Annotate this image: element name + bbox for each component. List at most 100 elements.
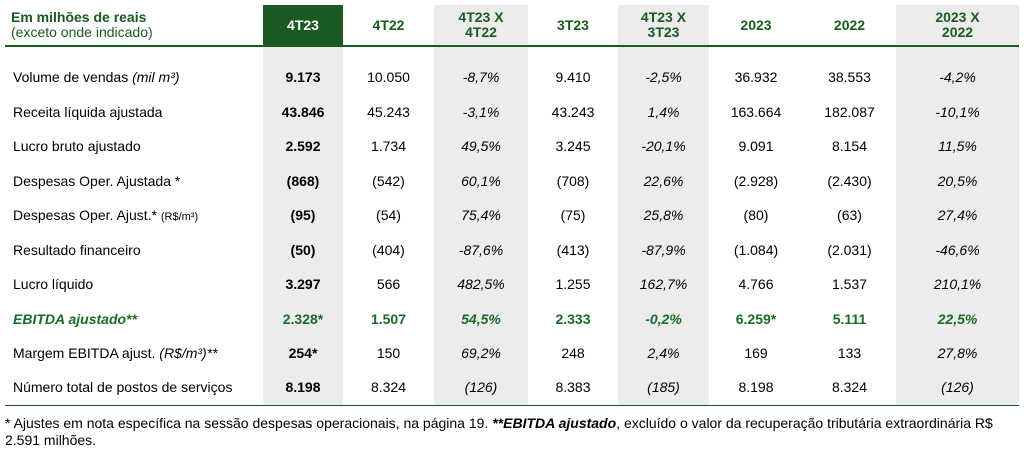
table-row: Despesas Oper. Ajust.* (R$/m³) (95) (54) 75… — [5, 198, 1019, 233]
column-header-2023-x-2022: 2023 X 2022 — [896, 5, 1019, 47]
table-cell: (1.084) — [733, 241, 779, 258]
table-cell: 38.553 — [828, 69, 871, 86]
column-header-label: 3T23 — [557, 16, 589, 33]
column-header-4t23: 4T23 — [263, 5, 343, 47]
table-cell: 2.328* — [263, 301, 343, 336]
table-cell: (63) — [837, 207, 862, 224]
table-cell: 27,4% — [896, 198, 1019, 233]
table-cell: -2,5% — [618, 60, 709, 95]
table-cell: -87,9% — [618, 232, 709, 267]
table-cell: 43.243 — [551, 103, 595, 120]
financial-summary-table: Em milhões de reais (exceto onde indicad… — [5, 5, 1019, 406]
table-cell: 1,4% — [618, 94, 709, 129]
row-label-unit: (mil m³) — [132, 69, 180, 86]
table-cell: 8.154 — [831, 138, 868, 155]
table-cell: (413) — [556, 241, 590, 258]
table-row: Lucro bruto ajustado 2.592 1.734 49,5% 3.245… — [5, 129, 1019, 164]
row-label: Número total de postos de serviços — [5, 370, 263, 406]
row-label-text: Margem EBITDA ajust. — [13, 345, 160, 362]
row-label-unit: (R$/m³) — [160, 211, 199, 224]
table-cell: 3.245 — [555, 138, 591, 155]
row-label-text: Volume de vendas — [13, 69, 133, 86]
table-cell: (2.031) — [827, 241, 872, 258]
table-cell: -8,7% — [434, 60, 528, 95]
table-cell: 1.537 — [831, 276, 868, 293]
table-cell: 22,6% — [618, 163, 709, 198]
table-cell: (126) — [896, 370, 1019, 406]
footnote-part-1: * Ajustes em nota específica na sessão d… — [5, 415, 493, 431]
row-label-text: Lucro bruto ajustado — [13, 138, 141, 155]
table-cell: 1.507 — [370, 310, 407, 327]
table-cell: -4,2% — [896, 60, 1019, 95]
row-label: Resultado financeiro — [5, 233, 263, 268]
footnote-part-3: , excluído o valor da recuperação tribut… — [5, 415, 993, 448]
table-cell: 49,5% — [434, 129, 528, 164]
table-cell: 210,1% — [896, 267, 1019, 302]
table-cell: 27,8% — [896, 336, 1019, 371]
row-label-text: Despesas Oper. Ajustada * — [13, 172, 181, 189]
table-row: Receita líquida ajustada 43.846 45.243 -3,1… — [5, 94, 1019, 130]
table-title: Em milhões de reais — [11, 9, 147, 25]
table-cell: (95) — [263, 198, 343, 233]
table-row: Margem EBITDA ajust. (R$/m³)** 254* 150 69,… — [5, 336, 1019, 371]
table-cell: 169 — [744, 345, 768, 362]
column-header-label: 4T22 — [372, 16, 405, 33]
table-cell: 150 — [376, 345, 401, 362]
table-cell: (50) — [263, 232, 343, 267]
table-cell: 6.259* — [735, 310, 777, 327]
table-cell: 60,1% — [434, 163, 528, 198]
table-title-cell: Em milhões de reais (exceto onde indicad… — [5, 5, 263, 47]
table-cell: (126) — [434, 370, 528, 406]
column-header-label: 4T23 — [287, 16, 319, 33]
table-cell: -87,6% — [434, 232, 528, 267]
table-cell: -46,6% — [896, 232, 1019, 267]
row-label-text: Lucro líquido — [13, 276, 94, 293]
financial-table-container: Em milhões de reais (exceto onde indicad… — [5, 5, 1019, 406]
table-cell: 10.050 — [367, 69, 410, 86]
table-subtitle: (exceto onde indicado) — [11, 24, 153, 40]
table-row: Número total de postos de serviços 8.198 8… — [5, 370, 1019, 406]
table-cell: 248 — [561, 345, 585, 362]
column-header-3t23: 3T23 — [528, 5, 618, 47]
table-row: Volume de vendas (mil m³) 9.173 10.050 -8,7… — [5, 60, 1019, 95]
table-cell: 11,5% — [896, 129, 1019, 164]
header-row: Em milhões de reais (exceto onde indicad… — [5, 5, 1019, 47]
table-cell: 8.324 — [803, 370, 896, 406]
table-cell: 69,2% — [434, 336, 528, 371]
table-cell: (708) — [556, 172, 590, 189]
column-header-label: 4T23 X 3T23 — [640, 9, 687, 40]
column-header-label: 4T23 X 4T22 — [458, 9, 504, 40]
table-cell: 45.243 — [367, 103, 410, 120]
footnote: * Ajustes em nota específica na sessão d… — [5, 415, 1019, 449]
table-cell: 36.932 — [734, 69, 778, 86]
column-header-label: 2023 — [740, 16, 772, 33]
table-cell: 2.333 — [555, 310, 591, 327]
table-cell: 1.255 — [555, 276, 591, 293]
table-cell: 5.111 — [832, 310, 867, 327]
table-cell: 2,4% — [618, 336, 709, 371]
row-label: Receita líquida ajustada — [5, 95, 263, 130]
table-cell: (80) — [743, 207, 769, 224]
table-cell: (404) — [372, 241, 405, 258]
column-header-2023: 2023 — [709, 5, 803, 47]
row-label-text: Receita líquida ajustada — [13, 103, 163, 120]
table-cell: 566 — [376, 276, 401, 293]
table-row: Lucro líquido 3.297 566 482,5% 1.255 162,7% 4.… — [5, 267, 1019, 302]
row-label: EBITDA ajustado** — [5, 302, 263, 337]
table-cell: 254* — [263, 336, 343, 371]
table-cell: (2.430) — [827, 172, 872, 189]
table-cell: 9.173 — [263, 60, 343, 95]
row-label: Lucro bruto ajustado — [5, 129, 263, 164]
row-label: Volume de vendas (mil m³) — [5, 60, 263, 95]
table-cell: (2.928) — [733, 172, 779, 189]
table-cell: -0,2% — [618, 301, 709, 336]
column-header-label: 2022 — [833, 16, 866, 33]
row-label-text: EBITDA ajustado** — [13, 310, 137, 327]
table-cell: 482,5% — [434, 267, 528, 302]
table-cell: 8.198 — [709, 370, 803, 406]
table-cell: -3,1% — [434, 94, 528, 129]
table-cell: 25,8% — [618, 198, 709, 233]
table-cell: 75,4% — [434, 198, 528, 233]
row-label: Despesas Oper. Ajust.* (R$/m³) — [5, 198, 263, 233]
row-label-text: Despesas Oper. Ajust.* — [13, 207, 161, 224]
